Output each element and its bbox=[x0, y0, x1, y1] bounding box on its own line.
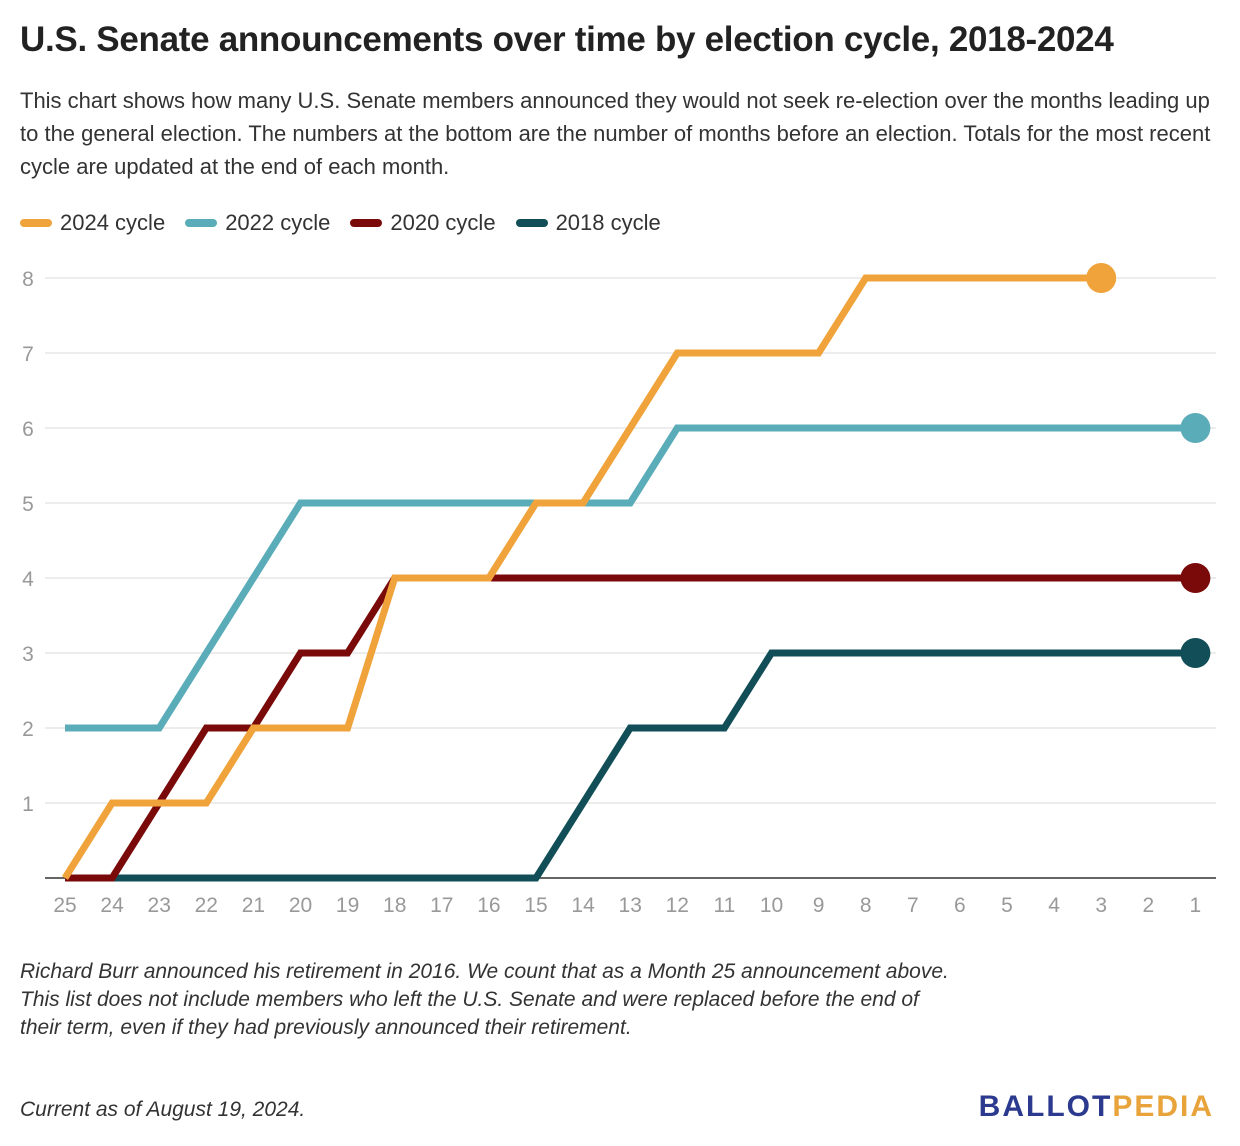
note-exclusions: This list does not include members who l… bbox=[20, 988, 919, 1039]
x-tick-label: 6 bbox=[954, 894, 966, 917]
legend-label: 2020 cycle bbox=[390, 210, 496, 235]
y-tick-label: 3 bbox=[22, 643, 34, 666]
x-tick-label: 4 bbox=[1048, 894, 1060, 917]
series-end-marker bbox=[1180, 563, 1211, 593]
x-tick-label: 9 bbox=[813, 894, 825, 917]
x-tick-label: 17 bbox=[430, 894, 453, 917]
x-tick-label: 13 bbox=[619, 894, 642, 917]
x-tick-label: 24 bbox=[100, 894, 124, 917]
series-line-2018-cycle bbox=[65, 649, 1196, 882]
x-tick-label: 18 bbox=[383, 894, 406, 917]
x-tick-label: 12 bbox=[666, 894, 689, 917]
x-tick-label: 2 bbox=[1142, 894, 1154, 917]
legend-label: 2022 cycle bbox=[225, 210, 331, 235]
series-end-marker bbox=[1180, 413, 1211, 443]
current-as-of: Current as of August 19, 2024. bbox=[20, 1098, 306, 1121]
series-line-2024-cycle bbox=[62, 274, 1102, 880]
series-end-marker bbox=[1180, 638, 1211, 668]
legend-item-2022-cycle: 2022 cycle bbox=[185, 210, 330, 236]
x-tick-label: 11 bbox=[713, 894, 735, 917]
x-tick-label: 10 bbox=[760, 894, 783, 917]
legend-swatch bbox=[350, 219, 383, 227]
logo-part-ballot: BALLOT bbox=[978, 1090, 1113, 1123]
legend: 2024 cycle 2022 cycle 2020 cycle 2018 cycle bbox=[20, 210, 661, 236]
x-tick-label: 5 bbox=[1001, 894, 1013, 917]
y-tick-label: 7 bbox=[22, 343, 34, 366]
x-tick-label: 1 bbox=[1190, 894, 1202, 917]
x-tick-label: 8 bbox=[860, 894, 872, 917]
x-tick-label: 23 bbox=[148, 894, 171, 917]
y-tick-label: 8 bbox=[22, 268, 34, 291]
chart-title: U.S. Senate announcements over time by e… bbox=[20, 20, 1114, 59]
x-tick-label: 7 bbox=[907, 894, 919, 917]
legend-item-2018-cycle: 2018 cycle bbox=[515, 210, 661, 236]
legend-swatch bbox=[515, 219, 548, 227]
logo-part-pedia: PEDIA bbox=[1112, 1090, 1214, 1123]
legend-item-2024-cycle: 2024 cycle bbox=[20, 210, 165, 236]
x-tick-label: 14 bbox=[571, 894, 595, 917]
legend-label: 2018 cycle bbox=[555, 210, 661, 235]
ballotpedia-logo: BALLOTPEDIA bbox=[979, 1090, 1214, 1124]
y-tick-label: 6 bbox=[22, 418, 34, 441]
y-tick-label: 5 bbox=[22, 493, 34, 516]
x-tick-label: 22 bbox=[195, 894, 218, 917]
x-tick-label: 15 bbox=[524, 894, 547, 917]
x-tick-label: 19 bbox=[336, 894, 359, 917]
legend-swatch bbox=[20, 219, 52, 227]
x-tick-label: 3 bbox=[1095, 894, 1107, 917]
x-tick-label: 20 bbox=[289, 894, 312, 917]
y-tick-label: 4 bbox=[22, 568, 34, 591]
chart-subtitle: This chart shows how many U.S. Senate me… bbox=[20, 88, 1211, 179]
y-tick-label: 1 bbox=[22, 793, 34, 816]
legend-swatch bbox=[185, 219, 218, 227]
x-tick-label: 16 bbox=[477, 894, 500, 917]
x-tick-label: 21 bbox=[242, 894, 265, 917]
note-burr: Richard Burr announced his retirement in… bbox=[20, 960, 949, 983]
y-tick-label: 2 bbox=[22, 718, 34, 741]
series-line-2022-cycle bbox=[65, 424, 1196, 732]
legend-item-2020-cycle: 2020 cycle bbox=[350, 210, 496, 236]
notes: Richard Burr announced his retirement in… bbox=[20, 958, 960, 1042]
legend-label: 2024 cycle bbox=[60, 210, 166, 235]
series-end-marker bbox=[1086, 263, 1117, 293]
x-tick-label: 25 bbox=[53, 894, 76, 917]
